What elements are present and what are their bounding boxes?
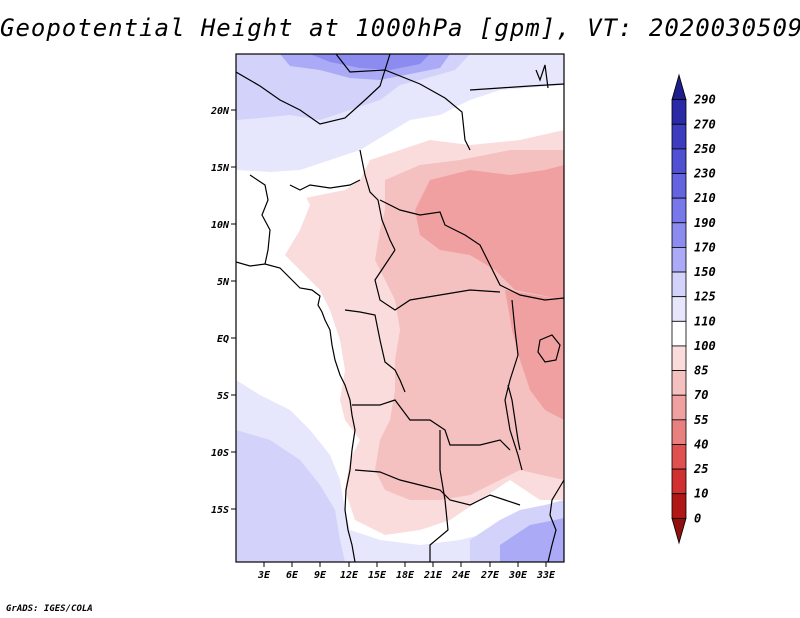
height-field [236,54,564,562]
lon-label: 27E [480,570,500,581]
lat-label: EQ [217,334,229,345]
border-south-3 [429,430,449,562]
lon-label: 18E [396,570,415,581]
colorbar-band [671,173,687,199]
border-east-lakes [504,299,523,471]
colorbar-band [671,197,687,224]
colorbar-band [671,222,687,248]
nile-coast [535,64,549,89]
colorbar-band [671,296,687,322]
colorbar-band [671,468,687,495]
colorbar-band [671,394,687,421]
border-horn [469,83,564,91]
lon-label: 33E [536,570,556,581]
colorbar-band [671,148,687,174]
colorbar-label: 170 [694,240,716,254]
colorbar-label: 150 [694,265,716,279]
field-red-east [505,290,564,420]
colorbar-label: 270 [693,117,716,131]
border-central-2 [379,199,564,301]
lat-label: 10S [211,448,229,459]
field-blue-southwest-deep [236,430,345,562]
grads-credit: GrADS: IGES/COLA [6,604,93,614]
colorbar-label: 85 [694,364,708,378]
border-central-1 [359,149,396,251]
field-blue-north-core [310,54,430,70]
colorbar-band [671,345,687,371]
colorbar-band [671,370,687,396]
lon-label: 3E [257,570,271,581]
lon-label: 9E [314,570,327,581]
lat-label: 5N [217,277,230,288]
lon-label: 30E [508,570,528,581]
colorbar-band [671,493,687,519]
lat-label: 5S [217,391,229,402]
colorbar-label: 250 [693,142,716,156]
colorbar-label: 110 [694,314,716,328]
colorbar-label: 100 [694,339,716,353]
lon-label: 12E [340,570,359,581]
lat-label: 10N [211,220,230,231]
map-frame [235,53,565,563]
colorbar: 2902702502302101901701501251101008570554… [671,73,716,545]
border-north-1 [236,54,391,125]
colorbar-label: 40 [694,437,708,451]
border-west-2 [289,179,361,191]
colorbar-label: 70 [694,388,708,402]
border-south-1 [352,399,511,451]
border-south-2 [354,469,521,506]
lon-axis: 3E 6E 9E 12E 15E 18E 21E 24E 27E 30E 33E [257,562,556,581]
chart-title: Geopotential Height at 1000hPa [gpm], VT… [0,14,800,42]
colorbar-bottom-arrow [671,517,687,545]
field-white-west [236,170,310,275]
border-west-1 [249,174,271,265]
colorbar-label: 0 [694,511,701,525]
colorbar-label: 230 [693,167,716,181]
colorbar-label: 125 [694,290,716,304]
colorbar-label: 25 [693,462,708,476]
lake-tanganyika [507,384,521,451]
colorbar-top-arrow [671,73,687,101]
lon-label: 21E [423,570,443,581]
colorbar-band [671,271,687,298]
border-north-2 [335,54,471,151]
lake-victoria [537,334,561,363]
colorbar-band [671,247,687,273]
colorbar-band [671,444,687,470]
lon-label: 6E [286,570,299,581]
colorbar-band [671,99,687,125]
colorbar-band [671,320,687,347]
lat-label: 15S [211,505,229,516]
boundaries [236,54,564,562]
lon-label: 24E [451,570,471,581]
border-central-4 [344,309,406,393]
colorbar-label: 210 [693,191,716,205]
colorbar-label: 55 [694,413,708,427]
coastline-west-africa [236,261,356,562]
colorbar-band [671,419,687,445]
colorbar-label: 190 [694,216,716,230]
lat-label: 20N [210,106,230,117]
colorbar-label: 290 [693,93,716,107]
lat-axis: 20N 15N 10N 5N EQ 5S 10S 15S [210,106,236,516]
border-central-3 [374,249,501,311]
coastline-east [547,479,564,562]
field-blue-southeast-deep [500,518,564,562]
field-red-core [415,165,564,300]
colorbar-label: 10 [694,487,708,501]
lon-label: 15E [368,570,387,581]
lat-label: 15N [211,163,230,174]
colorbar-band [671,123,687,150]
